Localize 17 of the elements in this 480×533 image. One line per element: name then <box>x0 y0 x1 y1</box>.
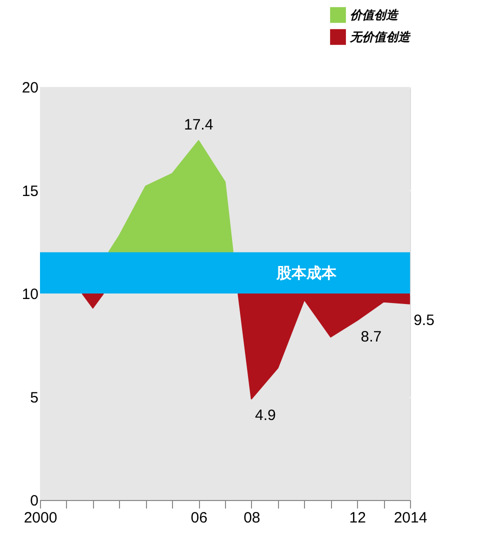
y-tick-label: 5 <box>30 389 38 406</box>
data-label: 4.9 <box>255 406 276 424</box>
legend-label: 无价值创造 <box>349 30 411 44</box>
data-label: 8.7 <box>360 328 382 346</box>
y-tick-label: 15 <box>22 182 38 200</box>
y-tick-label: 0 <box>30 492 38 510</box>
band-label: 股本成本 <box>275 264 338 282</box>
x-tick-label: 06 <box>190 510 208 526</box>
data-label: 9.5 <box>414 312 434 329</box>
legend-label: 价值创造 <box>350 8 399 22</box>
y-tick-label: 10 <box>22 286 38 303</box>
x-tick-label: 2014 <box>394 510 428 526</box>
data-label: 17.4 <box>184 116 214 134</box>
x-tick-label: 08 <box>244 510 260 526</box>
x-tick-label: 12 <box>349 510 366 526</box>
x-tick-label: 2000 <box>24 510 58 526</box>
y-tick-label: 20 <box>22 80 38 96</box>
